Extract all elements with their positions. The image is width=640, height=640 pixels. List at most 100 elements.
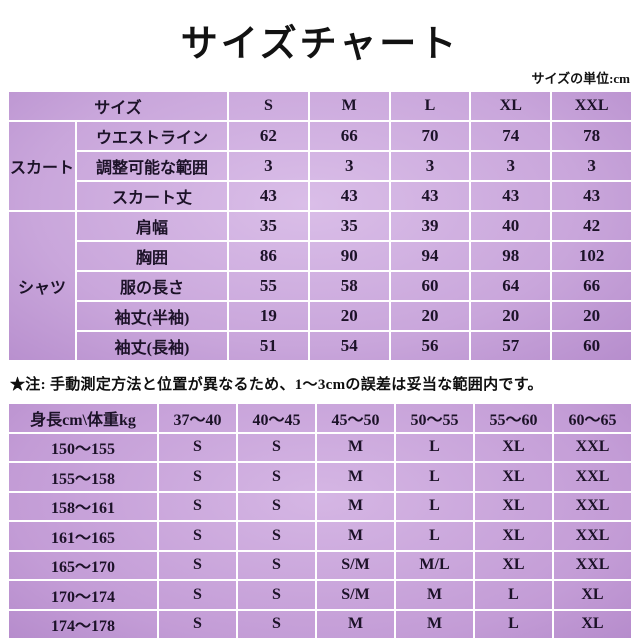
size-cell: L xyxy=(395,491,474,521)
size-cell: S xyxy=(158,432,237,462)
value-cell: 58 xyxy=(308,271,390,301)
height-row-label: 174～178 xyxy=(8,609,158,639)
row-group-shirt: シャツ xyxy=(8,211,76,361)
value-cell: 43 xyxy=(551,181,632,211)
value-cell: 60 xyxy=(389,271,471,301)
value-cell: 20 xyxy=(470,301,552,331)
measurement-note: ★注: 手動測定方法と位置が異なるため、1～3cmの誤差は妥当な範囲内です。 xyxy=(10,377,543,393)
value-cell: 98 xyxy=(470,241,552,271)
weight-col-header: 60～65 xyxy=(553,403,632,433)
value-cell: 78 xyxy=(551,121,632,151)
value-cell: 56 xyxy=(389,331,471,361)
size-cell: S xyxy=(158,462,237,492)
value-cell: 86 xyxy=(228,241,309,271)
row-label-garment-length: 服の長さ xyxy=(76,271,228,301)
value-cell: 43 xyxy=(470,181,552,211)
value-cell: 35 xyxy=(308,211,390,241)
weight-col-header: 55～60 xyxy=(474,403,553,433)
size-cell: XL xyxy=(553,609,632,639)
value-cell: 74 xyxy=(470,121,552,151)
size-cell: S xyxy=(158,521,237,551)
value-cell: 3 xyxy=(470,151,552,181)
size-cell: M xyxy=(395,609,474,639)
size-cell: XXL xyxy=(553,550,632,580)
value-cell: 20 xyxy=(551,301,632,331)
value-cell: 66 xyxy=(551,271,632,301)
size-cell: S xyxy=(237,462,316,492)
size-cell: L xyxy=(395,521,474,551)
size-cell: S xyxy=(237,432,316,462)
height-row-label: 155～158 xyxy=(8,462,158,492)
value-cell: 39 xyxy=(389,211,471,241)
size-cell: S xyxy=(158,550,237,580)
size-cell: M xyxy=(316,462,395,492)
col-header-s: S xyxy=(228,91,309,121)
weight-col-header: 45～50 xyxy=(316,403,395,433)
size-cell: S xyxy=(237,491,316,521)
row-label-shoulder-width: 肩幅 xyxy=(76,211,228,241)
value-cell: 62 xyxy=(228,121,309,151)
value-cell: 19 xyxy=(228,301,309,331)
row-label-sleeve-long: 袖丈(長袖) xyxy=(76,331,228,361)
fit-table: 身長cm\体重kg 37～40 40～45 45～50 50～55 55～60 … xyxy=(8,403,632,639)
size-cell: XL xyxy=(474,462,553,492)
value-cell: 51 xyxy=(228,331,309,361)
col-header-m: M xyxy=(308,91,390,121)
size-table: サイズ S M L XL XXL スカート ウエストライン 62 66 70 7… xyxy=(8,91,632,361)
size-cell: M xyxy=(395,580,474,610)
size-cell: M xyxy=(316,521,395,551)
value-cell: 55 xyxy=(228,271,309,301)
value-cell: 20 xyxy=(389,301,471,331)
size-cell: XXL xyxy=(553,462,632,492)
size-cell: S xyxy=(237,521,316,551)
page-title: サイズチャート xyxy=(180,24,460,65)
size-cell: XXL xyxy=(553,491,632,521)
value-cell: 35 xyxy=(228,211,309,241)
size-cell: XL xyxy=(474,550,553,580)
size-cell: XL xyxy=(474,521,553,551)
weight-col-header: 37～40 xyxy=(158,403,237,433)
size-cell: XL xyxy=(553,580,632,610)
size-cell: S xyxy=(237,580,316,610)
row-label-chest: 胸囲 xyxy=(76,241,228,271)
height-row-label: 165～170 xyxy=(8,550,158,580)
size-cell: S xyxy=(158,580,237,610)
unit-label: サイズの単位:cm xyxy=(531,71,630,86)
size-cell: S/M xyxy=(316,550,395,580)
height-row-label: 158～161 xyxy=(8,491,158,521)
size-cell: M xyxy=(316,609,395,639)
size-cell: XXL xyxy=(553,521,632,551)
row-label-waistline: ウエストライン xyxy=(76,121,228,151)
size-cell: L xyxy=(474,580,553,610)
size-cell: M xyxy=(316,432,395,462)
row-label-sleeve-short: 袖丈(半袖) xyxy=(76,301,228,331)
size-cell: M/L xyxy=(395,550,474,580)
size-cell: S xyxy=(237,550,316,580)
value-cell: 3 xyxy=(551,151,632,181)
col-header-xxl: XXL xyxy=(551,91,632,121)
weight-col-header: 50～55 xyxy=(395,403,474,433)
value-cell: 64 xyxy=(470,271,552,301)
row-label-skirt-length: スカート丈 xyxy=(76,181,228,211)
size-cell: S xyxy=(237,609,316,639)
value-cell: 40 xyxy=(470,211,552,241)
value-cell: 3 xyxy=(389,151,471,181)
value-cell: 43 xyxy=(308,181,390,211)
height-row-label: 161～165 xyxy=(8,521,158,551)
value-cell: 42 xyxy=(551,211,632,241)
value-cell: 43 xyxy=(389,181,471,211)
fit-table-corner: 身長cm\体重kg xyxy=(8,403,158,433)
value-cell: 94 xyxy=(389,241,471,271)
value-cell: 57 xyxy=(470,331,552,361)
value-cell: 60 xyxy=(551,331,632,361)
size-cell: S xyxy=(158,491,237,521)
height-row-label: 150～155 xyxy=(8,432,158,462)
value-cell: 102 xyxy=(551,241,632,271)
col-header-xl: XL xyxy=(470,91,552,121)
size-cell: L xyxy=(395,462,474,492)
size-table-corner: サイズ xyxy=(8,91,228,121)
col-header-l: L xyxy=(389,91,471,121)
size-cell: L xyxy=(395,432,474,462)
size-cell: XL xyxy=(474,432,553,462)
